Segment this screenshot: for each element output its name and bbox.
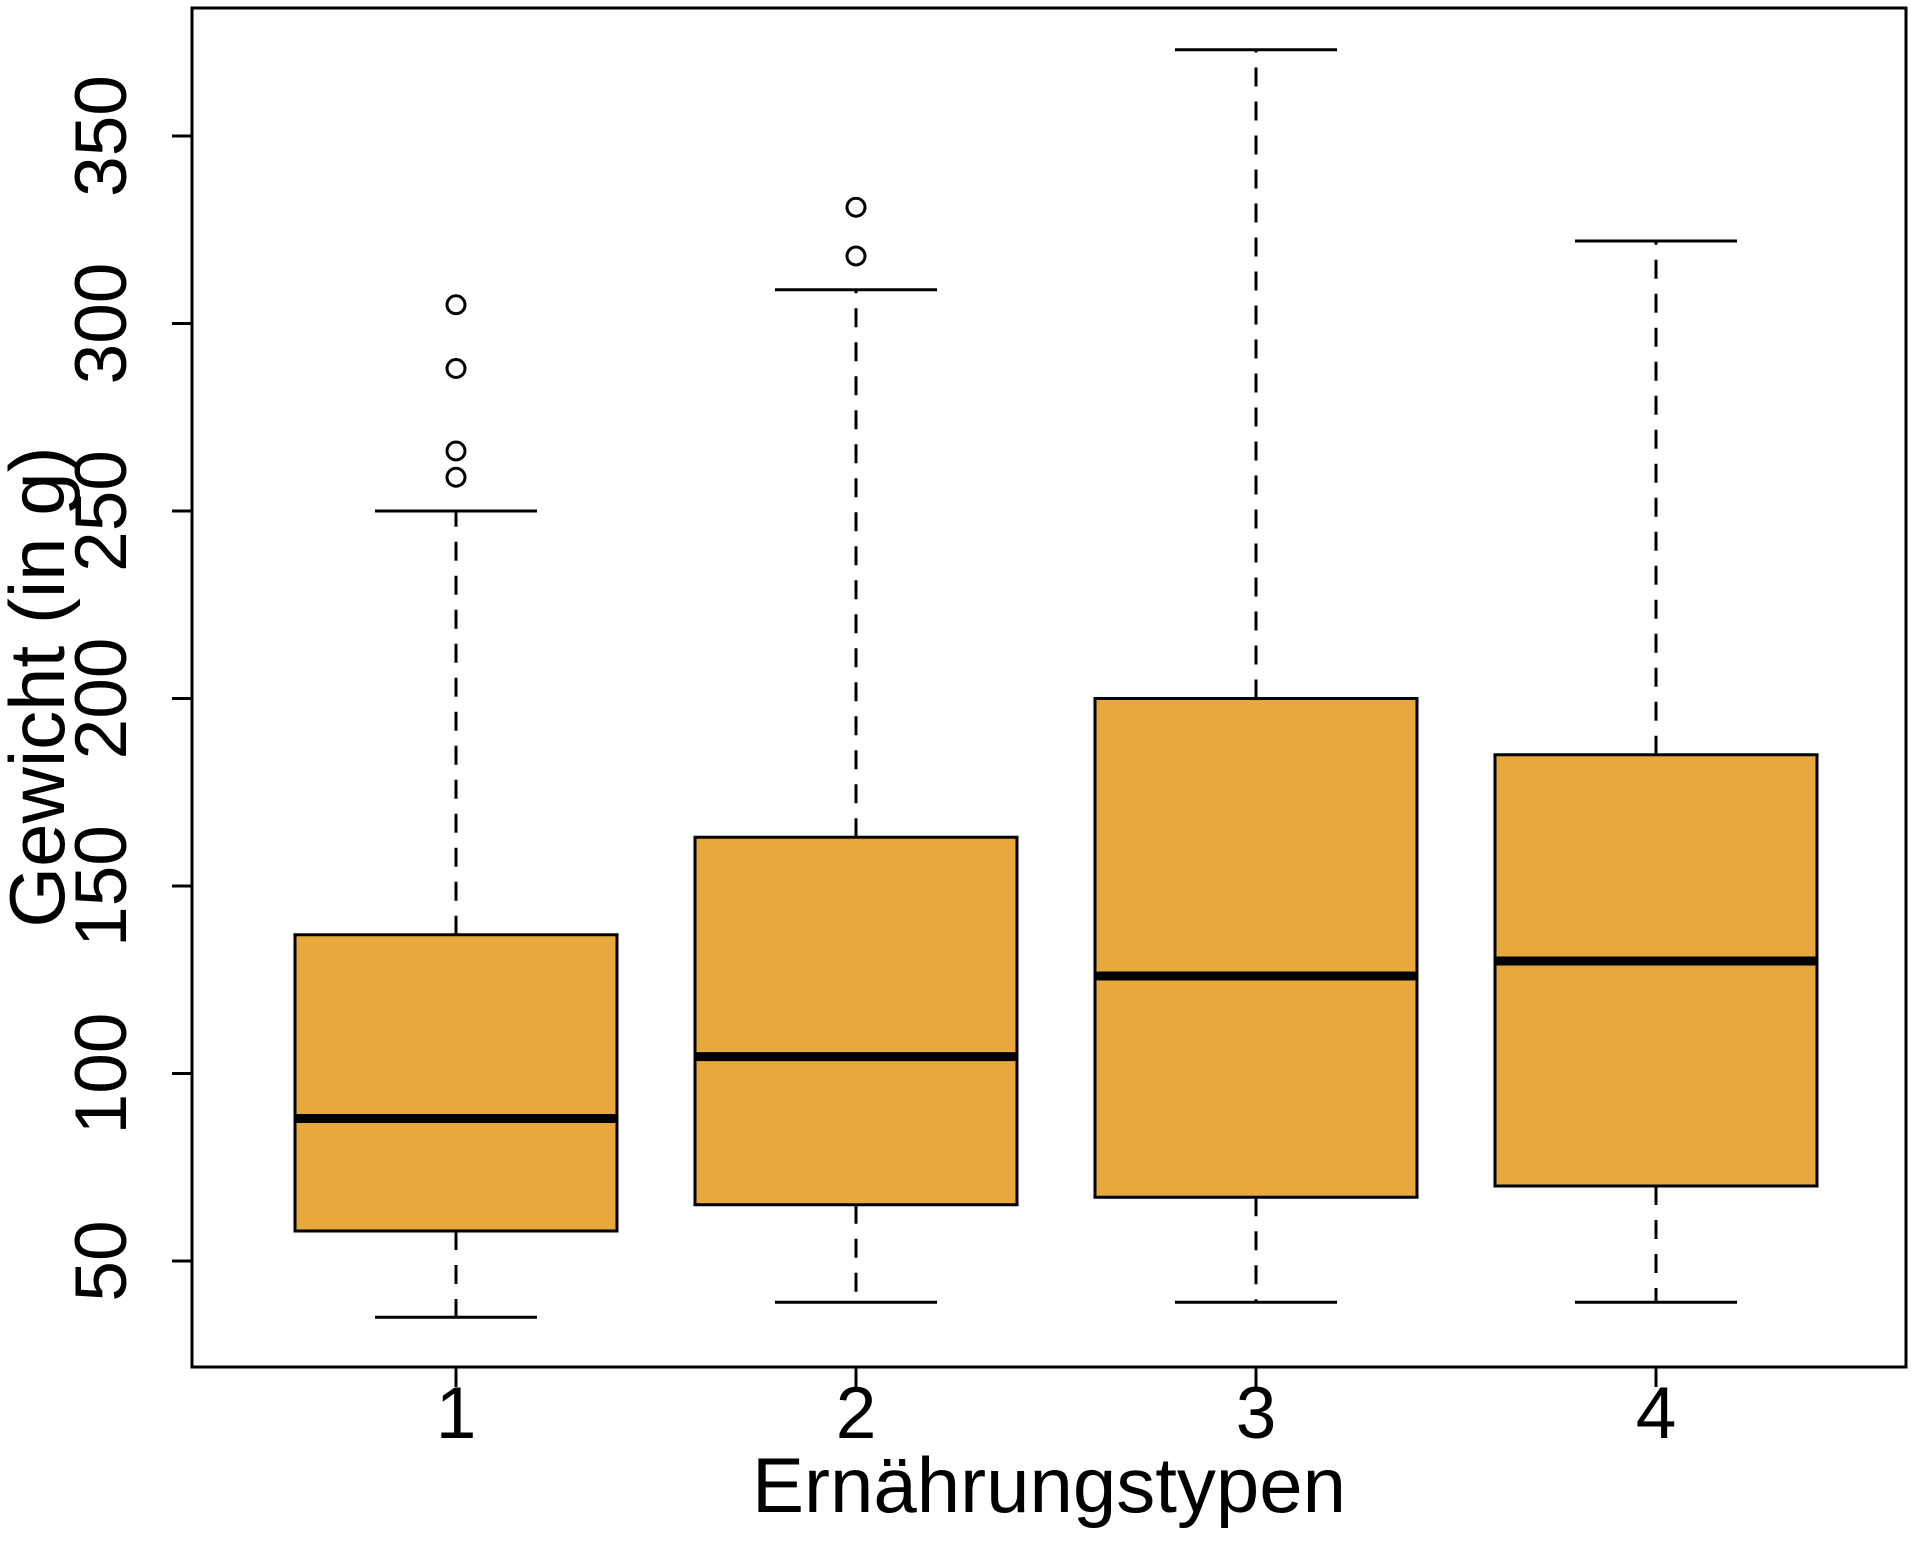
y-tick-label: 350 [61,75,142,197]
x-tick-label: 4 [1636,1373,1677,1454]
x-tick-label: 1 [436,1373,477,1454]
outlier-point-icon [445,358,467,379]
outlier-point-icon [445,294,467,316]
outlier-point-icon [445,440,467,462]
x-tick-label: 3 [1236,1373,1277,1454]
outlier-point-icon [845,196,867,218]
boxplot-box-1 [293,294,619,1319]
boxes-layer [293,48,1819,1319]
y-tick-label: 50 [61,1220,142,1301]
y-axis: 50 100 150 200 250 300 350 [61,75,192,1302]
iqr-box [1493,753,1819,1188]
outlier-point-icon [445,466,467,488]
iqr-box [293,933,619,1233]
iqr-box [1093,697,1419,1199]
y-tick-label: 300 [61,263,142,385]
plot-frame [190,6,1908,1369]
x-tick-label: 2 [836,1373,877,1454]
y-tick-label: 150 [61,825,142,947]
x-axis: 1 2 3 4 [436,1367,1677,1454]
y-tick-label: 100 [61,1013,142,1135]
boxplot-box-3 [1093,48,1419,1304]
y-tick-label: 250 [61,450,142,572]
outlier-point-icon [845,245,867,267]
y-tick-label: 200 [61,638,142,760]
boxplot-box-4 [1493,239,1819,1304]
iqr-box [693,835,1019,1207]
boxplot-box-2 [693,196,1019,1304]
x-axis-title: Ernährungstypen [752,1441,1346,1529]
y-axis-title: Gewicht (in g) [0,446,81,927]
